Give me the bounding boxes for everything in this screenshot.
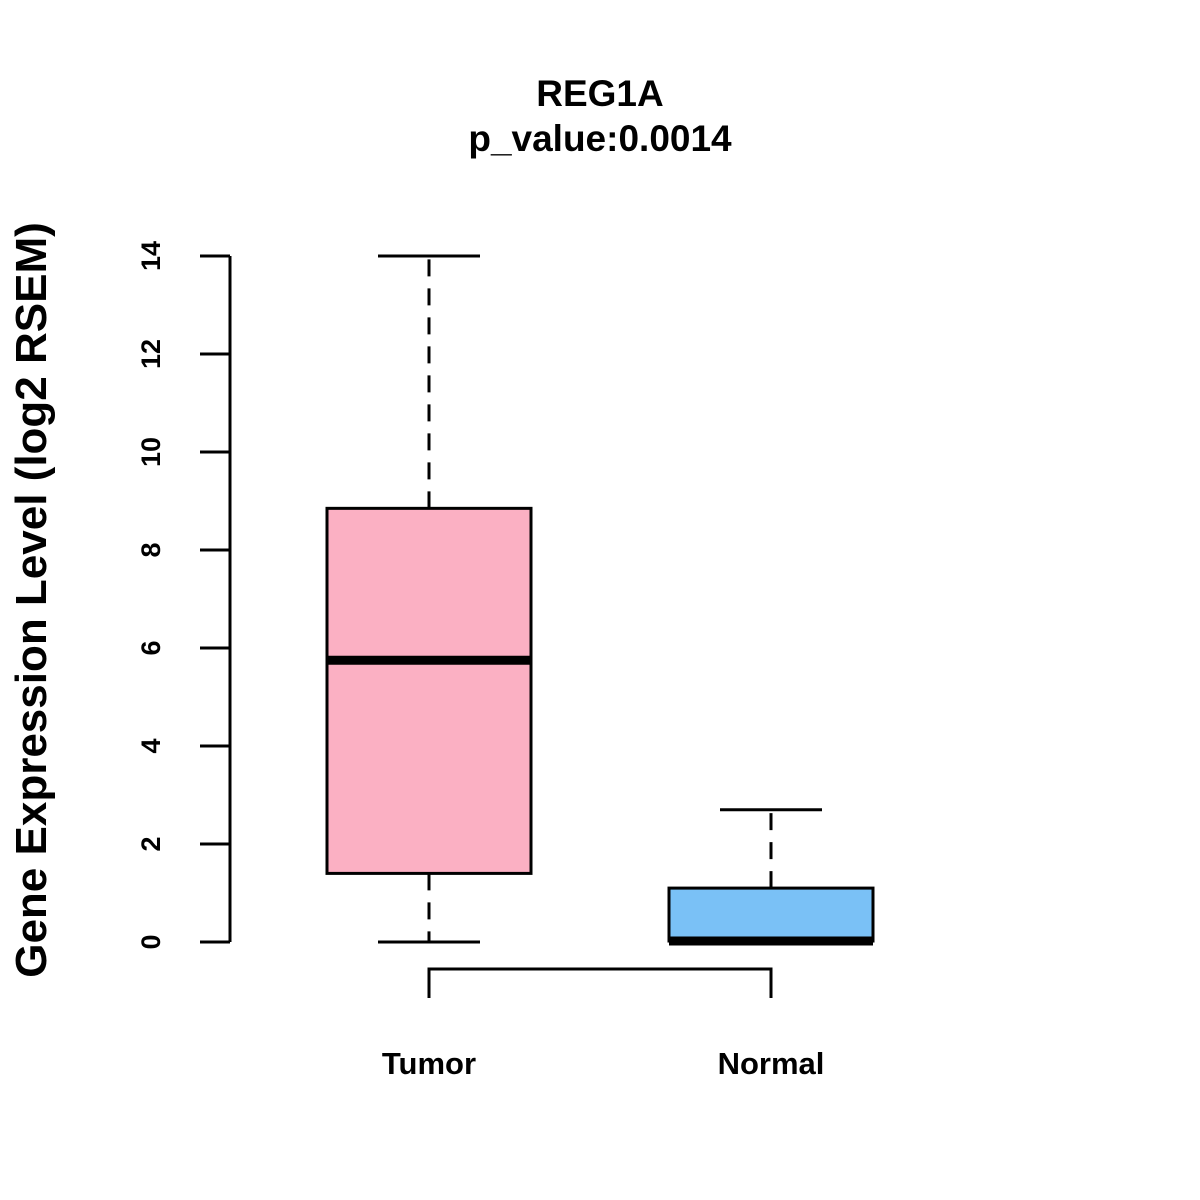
y-tick-label: 10: [136, 437, 166, 467]
iqr-box: [325, 506, 533, 875]
iqr-box: [667, 886, 875, 943]
y-tick-label: 2: [136, 836, 166, 851]
x-category-label: Tumor: [382, 1046, 476, 1081]
y-tick-label: 8: [136, 542, 166, 557]
y-axis-label: Gene Expression Level (log2 RSEM): [7, 222, 56, 978]
box-tumor: [325, 254, 533, 944]
comparison-bracket: [427, 967, 773, 998]
y-tick-label: 6: [136, 640, 166, 655]
boxes: [325, 254, 875, 946]
chart-subtitle: p_value:0.0014: [468, 118, 732, 159]
category-labels: Tumor Normal: [382, 1046, 824, 1081]
chart-title: REG1A: [536, 73, 663, 114]
box-normal: [667, 808, 875, 946]
y-tick-label: 12: [136, 339, 166, 369]
y-axis: 0 2 4 6 8 10 12 14: [136, 241, 232, 950]
y-tick-label: 14: [136, 241, 166, 271]
y-tick-label: 0: [136, 934, 166, 949]
y-tick-label: 4: [136, 738, 166, 753]
x-category-label: Normal: [718, 1046, 825, 1081]
bracket-line: [427, 967, 773, 998]
